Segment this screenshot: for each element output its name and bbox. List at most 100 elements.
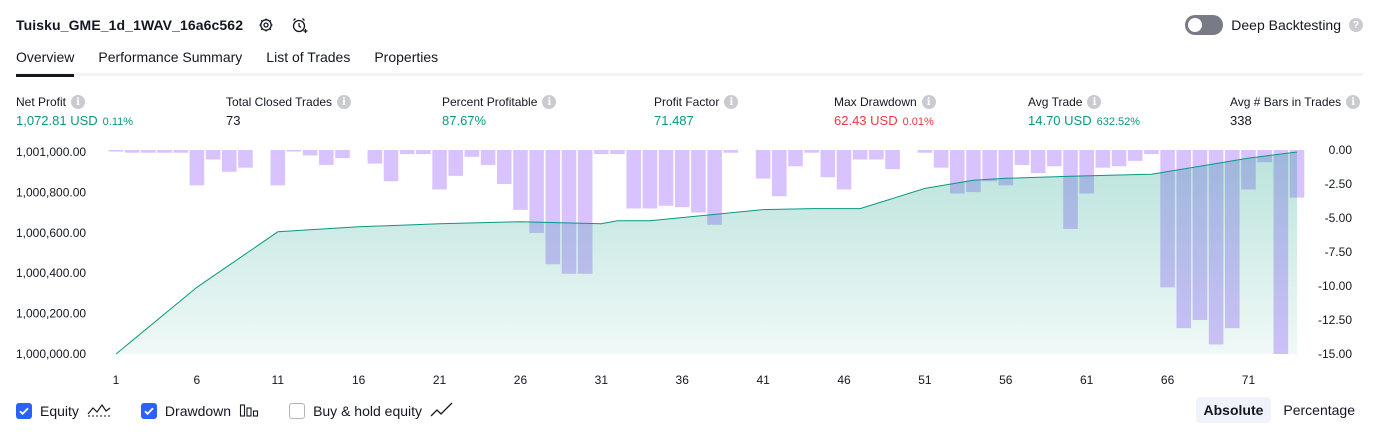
absolute-button[interactable]: Absolute xyxy=(1195,397,1272,423)
y-left-tick-label: 1,001,000.00 xyxy=(16,145,86,159)
metric-label: Avg # Bars in Trades xyxy=(1230,95,1342,109)
drawdown-bar xyxy=(480,150,496,165)
y-left-tick-label: 1,000,800.00 xyxy=(16,185,86,199)
metric-label: Percent Profitable xyxy=(442,95,538,109)
drawdown-bar xyxy=(238,150,253,168)
drawdown-checkbox[interactable] xyxy=(140,403,157,419)
drawdown-bar xyxy=(1030,150,1046,174)
view-mode-switch: Absolute Percentage xyxy=(1195,397,1364,423)
alarm-clock-plus-icon[interactable] xyxy=(289,14,311,36)
metric-label: Avg Trade xyxy=(1028,95,1083,109)
metric-value: 71.487 xyxy=(654,113,694,128)
drawdown-bar xyxy=(205,150,221,160)
trend-line-icon xyxy=(430,402,454,421)
gear-icon[interactable] xyxy=(255,14,277,36)
percentage-button[interactable]: Percentage xyxy=(1283,402,1355,418)
equity-label: Equity xyxy=(40,403,79,419)
tab-overview[interactable]: Overview xyxy=(16,44,75,77)
drawdown-bar xyxy=(1127,150,1143,161)
drawdown-bar xyxy=(836,150,852,190)
drawdown-label: Drawdown xyxy=(164,403,232,419)
drawdown-bar xyxy=(691,150,706,213)
metric-label: Net Profit xyxy=(16,95,67,109)
drawdown-bar xyxy=(852,150,868,160)
deep-backtesting-control: Deep Backtesting ? xyxy=(1185,14,1363,36)
buy-hold-checkbox[interactable] xyxy=(289,403,306,419)
drawdown-bar xyxy=(788,150,803,167)
y-left-tick-label: 1,000,600.00 xyxy=(16,226,86,240)
drawdown-bar xyxy=(982,150,997,182)
metric-percent: 0.01% xyxy=(902,116,934,128)
metric-avg-trade: Avg Trade i 14.70 USD 632.52% xyxy=(1028,94,1140,129)
drawdown-bar xyxy=(157,150,172,153)
drawdown-bar xyxy=(1047,150,1062,167)
metric-percent: 0.11% xyxy=(102,116,134,128)
deep-backtesting-label: Deep Backtesting xyxy=(1231,17,1341,33)
legend-equity[interactable]: Equity xyxy=(16,402,111,421)
drawdown-bar xyxy=(496,150,512,184)
drawdown-bar xyxy=(448,150,464,176)
drawdown-bar xyxy=(885,150,900,170)
tab-list-of-trades[interactable]: List of Trades xyxy=(266,49,351,65)
info-icon[interactable]: i xyxy=(724,95,739,109)
metric-value: 87.67% xyxy=(442,113,487,128)
drawdown-bar xyxy=(221,150,237,172)
drawdown-bar xyxy=(1095,150,1111,168)
info-icon[interactable]: i xyxy=(337,95,352,109)
x-tick-label: 71 xyxy=(1242,373,1256,387)
x-tick-label: 66 xyxy=(1161,373,1175,387)
metric-value: 14.70 USD xyxy=(1028,113,1092,128)
y-right-tick-label: -15.00 xyxy=(1318,347,1352,361)
info-icon[interactable]: i xyxy=(1087,95,1102,109)
drawdown-bar xyxy=(626,150,641,209)
drawdown-bar xyxy=(869,150,884,160)
y-right-tick-label: -5.00 xyxy=(1325,211,1353,225)
right-axis: 0.00 -2.50 -5.00 -7.50 -10.00 -12.50 -15.00 xyxy=(1318,143,1352,361)
equity-drawdown-chart[interactable]: 1,001,000.00 1,000,800.00 1,000,600.00 1,00… xyxy=(0,140,1379,390)
legend-buy-hold-equity[interactable]: Buy & hold equity xyxy=(289,402,454,421)
metric-avg-bars-in-trades: Avg # Bars in Trades i 338 xyxy=(1230,94,1361,129)
y-left-tick-label: 1,000,200.00 xyxy=(16,307,86,321)
drawdown-bar xyxy=(270,150,286,186)
equity-checkbox[interactable] xyxy=(16,403,32,419)
x-tick-label: 31 xyxy=(595,373,609,387)
drawdown-bars-icon xyxy=(239,402,259,421)
metric-label: Profit Factor xyxy=(654,95,720,109)
drawdown-bar xyxy=(642,150,658,209)
x-tick-label: 41 xyxy=(756,373,770,387)
info-icon[interactable]: i xyxy=(921,95,936,109)
x-axis: 1 6 11 16 21 26 31 36 41 46 51 56 61 66 71 xyxy=(113,373,1256,387)
y-right-tick-label: 0.00 xyxy=(1329,143,1353,157)
drawdown-bar xyxy=(804,150,819,153)
info-icon[interactable]: i xyxy=(71,95,86,109)
drawdown-bar xyxy=(1144,150,1159,155)
info-icon[interactable]: i xyxy=(542,95,557,109)
metric-net-profit: Net Profit i 1,072.81 USD 0.11% xyxy=(16,94,133,129)
drawdown-bar xyxy=(917,150,933,153)
drawdown-bar xyxy=(658,150,674,206)
metric-value: 1,072.81 USD xyxy=(16,113,98,128)
metric-max-drawdown: Max Drawdown i 62.43 USD 0.01% xyxy=(834,94,936,129)
legend-drawdown[interactable]: Drawdown xyxy=(140,402,259,421)
drawdown-bar xyxy=(124,150,140,153)
drawdown-bar xyxy=(755,150,771,179)
tab-properties[interactable]: Properties xyxy=(374,49,439,65)
drawdown-bar xyxy=(707,150,722,225)
equity-chart-icon xyxy=(87,402,111,421)
drawdown-bar xyxy=(141,150,156,153)
drawdown-bar xyxy=(594,150,609,155)
drawdown-bar xyxy=(319,150,334,165)
x-tick-label: 16 xyxy=(352,373,366,387)
deep-backtesting-toggle[interactable] xyxy=(1185,15,1224,35)
y-right-tick-label: -2.50 xyxy=(1325,177,1353,191)
tab-performance-summary[interactable]: Performance Summary xyxy=(98,49,243,65)
drawdown-bar xyxy=(302,150,318,156)
help-icon[interactable]: ? xyxy=(1349,18,1363,32)
drawdown-bar xyxy=(173,150,189,153)
drawdown-bar xyxy=(432,150,447,190)
drawdown-bar xyxy=(820,150,836,178)
x-tick-label: 46 xyxy=(837,373,851,387)
drawdown-bar xyxy=(1111,150,1127,167)
x-tick-label: 11 xyxy=(272,373,285,387)
info-icon[interactable]: i xyxy=(1346,95,1361,109)
